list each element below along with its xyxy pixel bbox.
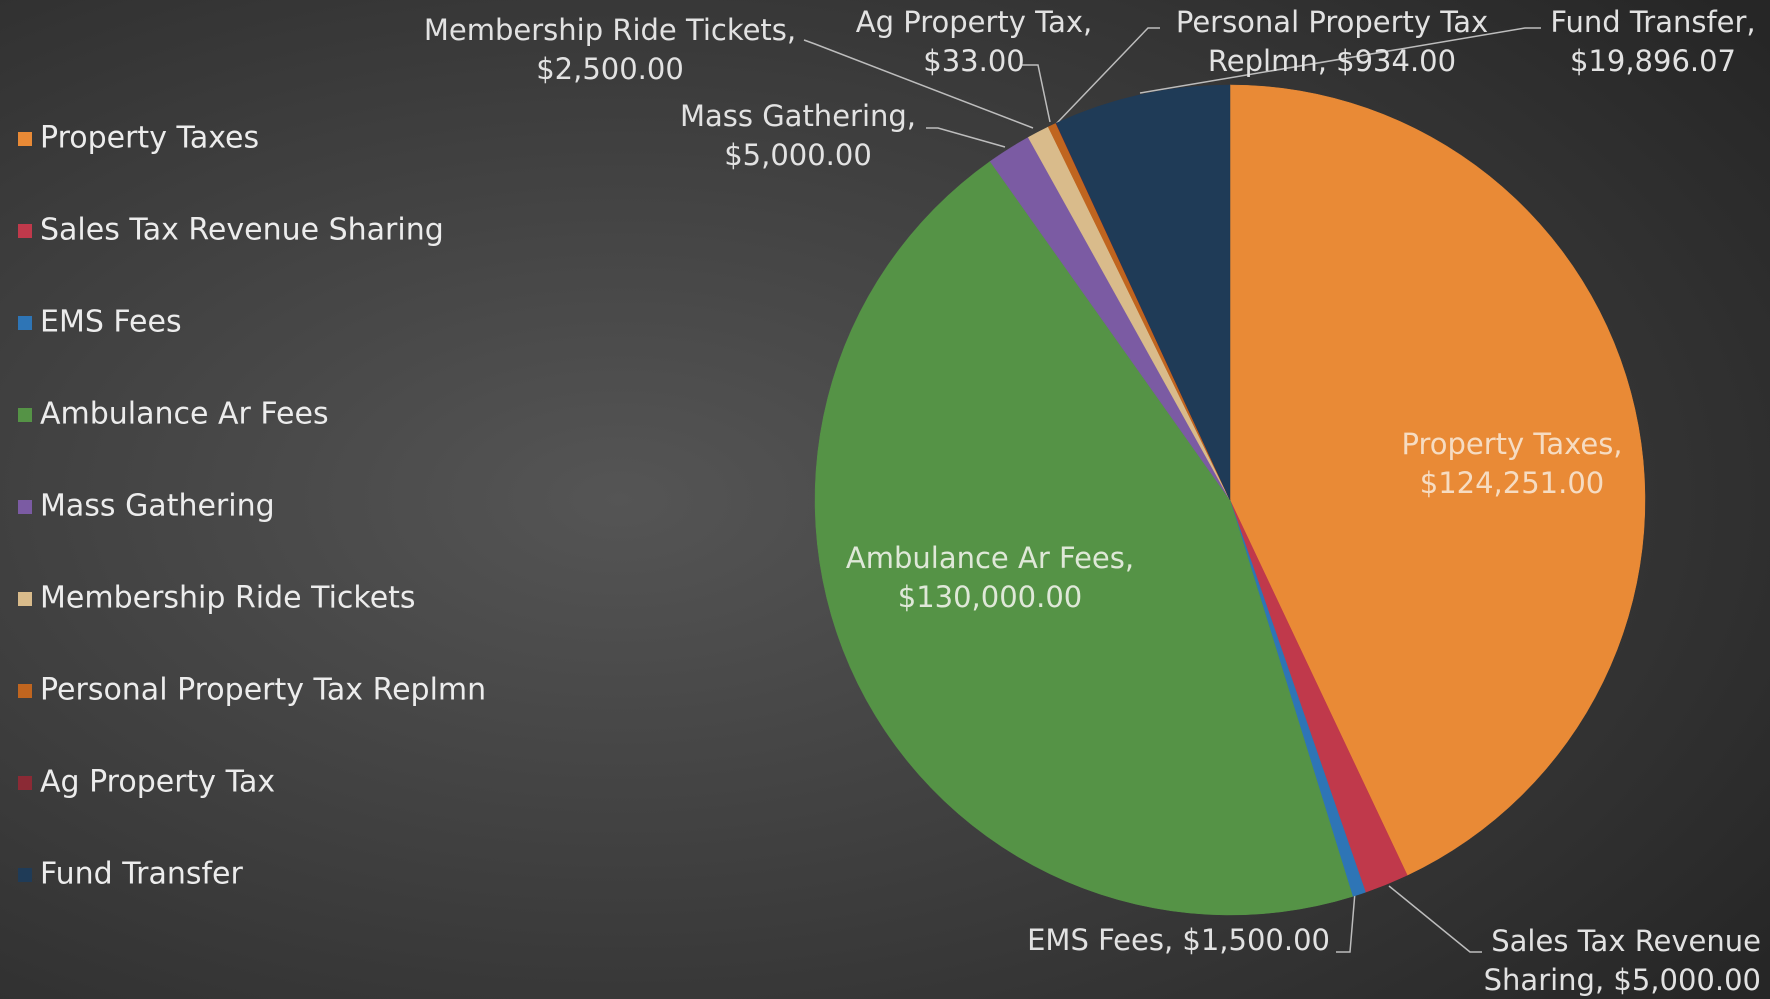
- leader-line: [1336, 891, 1356, 953]
- data-label: Ambulance Ar Fees,: [846, 541, 1134, 575]
- legend-label: Ambulance Ar Fees: [40, 397, 329, 432]
- legend-label: Sales Tax Revenue Sharing: [40, 213, 444, 248]
- legend-swatch: [18, 776, 32, 790]
- legend-label: EMS Fees: [40, 305, 182, 340]
- legend-label: Ag Property Tax: [40, 765, 275, 800]
- legend-swatch: [18, 224, 32, 238]
- legend-label: Mass Gathering: [40, 489, 275, 524]
- legend-swatch: [18, 868, 32, 882]
- leader-line: [803, 39, 1034, 129]
- legend-label: Membership Ride Tickets: [40, 581, 416, 616]
- pie-slice: [1229, 84, 1646, 876]
- data-label: $19,896.07: [1570, 44, 1736, 78]
- data-label: $130,000.00: [898, 580, 1083, 614]
- data-label: Personal Property Tax: [1176, 5, 1488, 39]
- leader-lines: [803, 27, 1541, 953]
- data-label: Ag Property Tax,: [856, 5, 1092, 39]
- leader-line: [1139, 27, 1541, 94]
- legend-swatch: [18, 684, 32, 698]
- data-label: EMS Fees, $1,500.00: [1027, 923, 1330, 957]
- data-label: Replmn, $934.00: [1208, 44, 1456, 78]
- pie-slice: [814, 161, 1353, 916]
- legend-label: Property Taxes: [40, 121, 259, 156]
- legend-swatch: [18, 500, 32, 514]
- data-labels: Property Taxes, $124,251.00 Sales Tax Reve…: [424, 5, 1761, 997]
- data-label: Property Taxes,: [1401, 427, 1622, 461]
- data-label: $5,000.00: [724, 138, 872, 172]
- legend-swatch: [18, 592, 32, 606]
- pie: [814, 84, 1646, 916]
- legend-swatch: [18, 132, 32, 146]
- legend-swatch: [18, 408, 32, 422]
- legend: Property Taxes Sales Tax Revenue Sharing E…: [18, 121, 486, 892]
- data-label: $33.00: [923, 44, 1024, 78]
- data-label: Sales Tax Revenue: [1491, 924, 1761, 958]
- leader-line: [926, 127, 1006, 148]
- leader-line: [1055, 27, 1160, 125]
- legend-swatch: [18, 316, 32, 330]
- leader-line: [1022, 64, 1051, 123]
- data-label: Membership Ride Tickets,: [424, 13, 796, 47]
- data-label: Fund Transfer,: [1550, 5, 1755, 39]
- legend-label: Fund Transfer: [40, 857, 244, 892]
- legend-label: Personal Property Tax Replmn: [40, 673, 486, 708]
- data-label: Sharing, $5,000.00: [1484, 963, 1761, 997]
- data-label: $2,500.00: [536, 52, 684, 86]
- data-label: Mass Gathering,: [680, 99, 916, 133]
- leader-line: [1388, 885, 1482, 953]
- pie-slice: [1055, 84, 1231, 501]
- data-label: $124,251.00: [1420, 466, 1605, 500]
